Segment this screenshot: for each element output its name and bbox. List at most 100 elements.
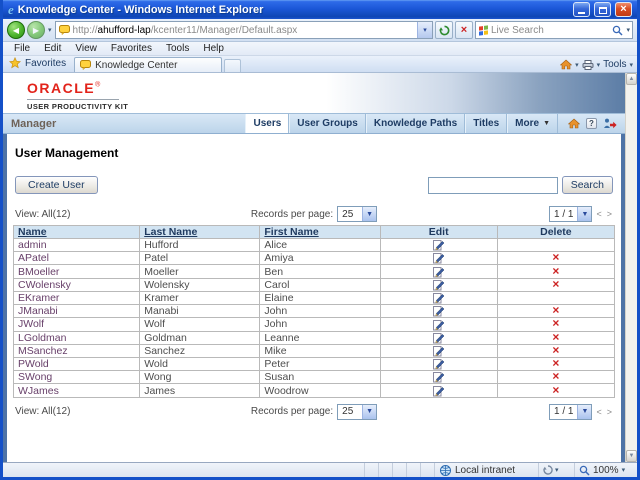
user-name-cell[interactable]: CWolensky [12, 277, 141, 292]
prev-page-button[interactable]: < [596, 406, 602, 417]
manager-tab[interactable]: Users [245, 114, 290, 133]
edit-icon[interactable] [432, 371, 445, 383]
live-search-input[interactable] [491, 24, 610, 36]
edit-icon[interactable] [432, 345, 445, 357]
help-icon[interactable]: ? [586, 118, 597, 129]
logout-icon[interactable] [603, 118, 617, 129]
search-magnifier-icon[interactable] [612, 25, 624, 36]
print-chevron-icon[interactable]: ▾ [596, 61, 601, 69]
next-page-button[interactable]: > [606, 406, 612, 417]
edit-icon[interactable] [432, 279, 445, 291]
scrollbar-track[interactable] [626, 85, 637, 450]
scroll-up-icon[interactable]: ▲ [626, 73, 637, 85]
menu-item[interactable]: Tools [165, 43, 190, 54]
live-search-box[interactable]: ▾ [475, 21, 633, 39]
next-page-button[interactable]: > [606, 209, 612, 219]
edit-icon[interactable] [432, 305, 445, 317]
tools-chevron-icon[interactable]: ▾ [629, 61, 633, 69]
delete-icon[interactable]: × [552, 357, 560, 371]
user-name-cell[interactable]: BMoeller [12, 264, 141, 279]
edit-icon[interactable] [432, 292, 445, 304]
recent-pages-chevron-icon[interactable]: ▾ [48, 27, 52, 34]
menu-item[interactable]: Help [203, 43, 224, 54]
manager-tab[interactable]: Titles [465, 114, 508, 133]
user-name-cell[interactable]: WJames [12, 383, 141, 398]
view-all-link[interactable]: View: All(12) [15, 406, 71, 418]
last-name-cell: Kramer [139, 290, 261, 306]
user-name-cell[interactable]: JWolf [12, 317, 141, 332]
manager-tab[interactable]: User Groups [289, 114, 366, 133]
favorites-button[interactable]: Favorites [5, 56, 74, 72]
delete-icon[interactable]: × [552, 251, 560, 265]
edit-icon[interactable] [432, 239, 445, 251]
edit-icon[interactable] [432, 332, 445, 344]
delete-icon[interactable]: × [552, 331, 560, 344]
manager-tab[interactable]: Knowledge Paths [365, 114, 466, 133]
menu-item[interactable]: Favorites [110, 43, 152, 54]
edit-icon[interactable] [432, 385, 445, 397]
search-input[interactable] [427, 176, 558, 194]
tab-title: Knowledge Center [95, 59, 178, 71]
manager-home-icon[interactable] [568, 118, 580, 129]
user-name-cell[interactable]: EKramer [12, 290, 141, 306]
address-field[interactable]: http://ahufford-lap/kcenter11/Manager/De… [54, 21, 433, 39]
delete-cell: × [496, 370, 616, 385]
delete-icon[interactable]: × [552, 344, 560, 357]
tools-menu[interactable]: Tools [603, 59, 627, 70]
user-name-cell[interactable]: SWong [12, 370, 141, 385]
page-select[interactable]: 1 / 1 ▼ [549, 206, 593, 222]
new-tab-button[interactable] [224, 59, 242, 72]
address-dropdown-button[interactable]: ▾ [417, 22, 432, 38]
tab-more[interactable]: More ▼ [507, 114, 558, 133]
user-name-cell[interactable]: admin [12, 237, 141, 253]
back-button[interactable]: ◀ [7, 21, 25, 39]
menu-item[interactable]: File [14, 43, 31, 54]
stop-button[interactable]: × [455, 21, 473, 39]
delete-icon[interactable]: × [552, 370, 560, 384]
edit-icon[interactable] [432, 358, 445, 370]
search-options-chevron-icon[interactable]: ▾ [626, 27, 630, 34]
edit-icon[interactable] [432, 252, 445, 264]
user-name-cell[interactable]: LGoldman [12, 330, 141, 345]
zoom-control[interactable]: 100% ▾ [575, 463, 637, 477]
column-header-first-name[interactable]: First Name [259, 225, 381, 239]
user-name-cell[interactable]: MSanchez [12, 343, 141, 358]
maximize-button[interactable] [594, 2, 611, 17]
edit-cell [379, 290, 498, 306]
tab-knowledge-center[interactable]: Knowledge Center [74, 57, 223, 72]
url-text[interactable]: http://ahufford-lap/kcenter11/Manager/De… [73, 25, 414, 36]
records-per-page-select[interactable]: 25 ▼ [337, 206, 378, 222]
user-name-cell[interactable]: APatel [12, 251, 141, 266]
refresh-button[interactable] [435, 21, 453, 39]
table-row: BMoeller Moeller Ben × [12, 264, 616, 279]
view-all-link[interactable]: View: All(12) [15, 208, 71, 220]
column-header-name[interactable]: Name [12, 225, 141, 239]
records-per-page-select[interactable]: 25 ▼ [337, 403, 378, 420]
menu-item[interactable]: Edit [44, 43, 62, 54]
close-button[interactable]: × [615, 2, 632, 17]
user-name-cell[interactable]: PWold [12, 356, 141, 372]
vertical-scrollbar[interactable]: ▲ ▼ [625, 73, 637, 462]
edit-icon[interactable] [432, 319, 445, 331]
forward-button[interactable]: ▶ [27, 21, 45, 39]
edit-icon[interactable] [432, 266, 445, 278]
delete-icon[interactable]: × [552, 304, 560, 318]
delete-icon[interactable]: × [552, 264, 560, 278]
delete-icon[interactable]: × [552, 317, 560, 331]
home-icon[interactable] [560, 59, 573, 70]
create-user-button[interactable]: Create User [15, 176, 98, 194]
home-chevron-icon[interactable]: ▾ [575, 61, 579, 69]
protected-mode-panel[interactable]: ▾ [539, 463, 575, 477]
scroll-down-icon[interactable]: ▼ [626, 450, 637, 462]
page-select[interactable]: 1 / 1 ▼ [549, 403, 593, 420]
first-name-cell: John [259, 304, 381, 319]
search-button[interactable]: Search [561, 176, 613, 194]
user-name-cell[interactable]: JManabi [12, 304, 141, 319]
menu-item[interactable]: View [75, 43, 97, 54]
prev-page-button[interactable]: < [596, 209, 602, 219]
print-icon[interactable] [582, 59, 594, 70]
delete-icon[interactable]: × [552, 383, 560, 397]
column-header-last-name[interactable]: Last Name [139, 225, 261, 239]
minimize-button[interactable] [573, 2, 590, 17]
delete-icon[interactable]: × [552, 278, 560, 291]
